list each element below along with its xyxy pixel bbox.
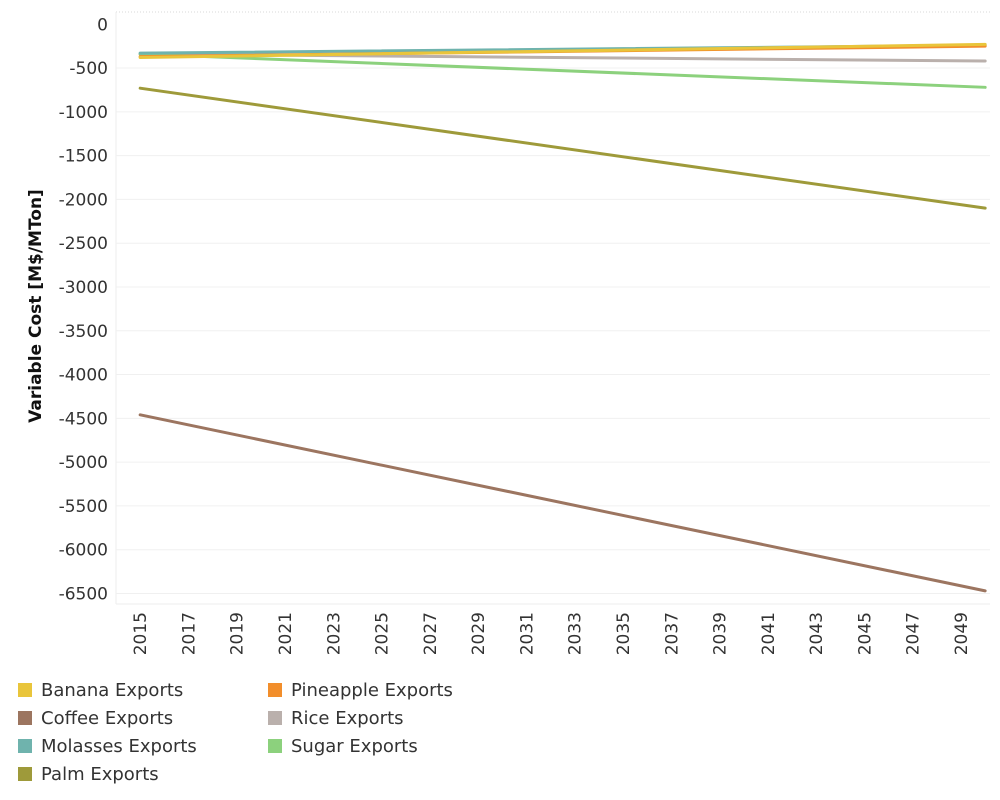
- y-tick-label: -1500: [59, 147, 108, 167]
- legend-label: Pineapple Exports: [291, 679, 453, 701]
- x-tick-label: 2049: [952, 612, 972, 655]
- y-tick-label: -6500: [59, 584, 108, 604]
- y-tick-label: -5000: [59, 453, 108, 473]
- legend-label: Rice Exports: [291, 707, 404, 729]
- legend-swatch: [18, 767, 32, 781]
- x-tick-label: 2031: [517, 612, 537, 655]
- legend-item-palm-exports: Palm Exports: [18, 760, 159, 788]
- x-tick-label: 2029: [469, 612, 489, 655]
- x-tick-label: 2041: [759, 612, 779, 655]
- legend-label: Coffee Exports: [41, 707, 174, 729]
- y-tick-label: -5500: [59, 497, 108, 517]
- y-axis-ticks: 0 -500 -1000 -1500 -2000 -2500 -3000 -3500 -4000…: [59, 15, 108, 604]
- x-tick-label: 2015: [131, 612, 151, 655]
- legend-item-molasses-exports: Molasses Exports: [18, 732, 197, 760]
- series-line-coffee-exports: [138, 413, 987, 593]
- series-lines: [138, 42, 987, 593]
- legend-item-banana-exports: Banana Exports: [18, 676, 183, 704]
- line-chart: 0 -500 -1000 -1500 -2000 -2500 -3000 -3500 -4000…: [26, 11, 990, 655]
- y-axis-title: Variable Cost [M$/MTon]: [26, 189, 46, 423]
- x-tick-label: 2039: [711, 612, 731, 655]
- legend-item-coffee-exports: Coffee Exports: [18, 704, 173, 732]
- x-tick-label: 2047: [904, 612, 924, 655]
- legend-label: Banana Exports: [41, 679, 184, 701]
- x-axis-ticks: 2015 2017 2019 2021 2023 2025 2027 2029 2031 2033…: [131, 612, 972, 655]
- legend-item-rice-exports: Rice Exports: [268, 704, 404, 732]
- x-tick-label: 2045: [855, 612, 875, 655]
- legend-swatch: [18, 739, 32, 753]
- y-tick-label: -3500: [59, 322, 108, 342]
- x-tick-label: 2027: [421, 612, 441, 655]
- legend-swatch: [18, 683, 32, 697]
- x-tick-label: 2033: [566, 612, 586, 655]
- legend-item-pineapple-exports: Pineapple Exports: [268, 676, 453, 704]
- legend-label: Molasses Exports: [41, 735, 197, 757]
- x-tick-label: 2025: [373, 612, 393, 655]
- legend-swatch: [268, 683, 282, 697]
- legend-label: Palm Exports: [41, 763, 159, 785]
- chart-legend: Banana Exports Coffee Exports Molasses Exp…: [18, 676, 538, 791]
- y-tick-label: -6000: [59, 541, 108, 561]
- series-line-palm-exports: [138, 86, 987, 210]
- x-tick-label: 2021: [276, 612, 296, 655]
- y-tick-label: -4000: [59, 366, 108, 386]
- y-tick-label: -500: [69, 59, 108, 79]
- y-tick-label: -2500: [59, 234, 108, 254]
- x-tick-label: 2043: [807, 612, 827, 655]
- legend-swatch: [268, 711, 282, 725]
- x-tick-label: 2023: [324, 612, 344, 655]
- y-tick-label: -3000: [59, 278, 108, 298]
- y-tick-label: -4500: [59, 409, 108, 429]
- y-tick-label: -1000: [59, 103, 108, 123]
- series-line-sugar-exports: [138, 52, 987, 89]
- x-tick-label: 2019: [228, 612, 248, 655]
- x-tick-label: 2037: [662, 612, 682, 655]
- legend-swatch: [18, 711, 32, 725]
- y-tick-label: 0: [97, 15, 108, 35]
- x-tick-label: 2035: [614, 612, 634, 655]
- series-line-banana-exports: [138, 42, 987, 60]
- y-tick-label: -2000: [59, 190, 108, 210]
- legend-swatch: [268, 739, 282, 753]
- legend-item-sugar-exports: Sugar Exports: [268, 732, 418, 760]
- gridlines: [115, 11, 990, 605]
- x-tick-label: 2017: [179, 612, 199, 655]
- legend-label: Sugar Exports: [291, 735, 418, 757]
